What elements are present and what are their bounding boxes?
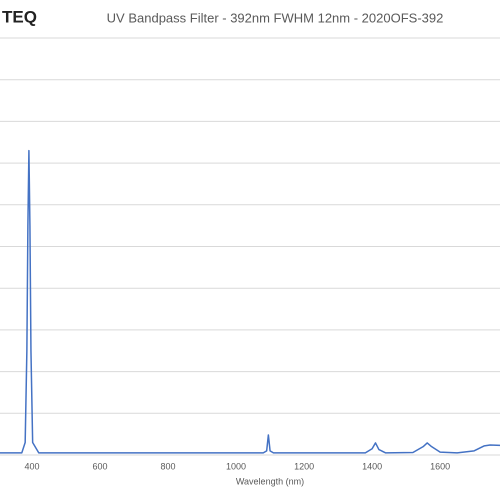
data-line: [0, 149, 500, 454]
x-tick-label: 1600: [430, 461, 450, 471]
logo: TEQ: [2, 7, 37, 26]
x-tick-label: 600: [92, 461, 107, 471]
x-axis-label: Wavelength (nm): [236, 476, 304, 486]
x-tick-label: 1000: [226, 461, 246, 471]
x-tick-label: 1400: [362, 461, 382, 471]
x-tick-label: 400: [24, 461, 39, 471]
chart-title: UV Bandpass Filter - 392nm FWHM 12nm - 2…: [107, 10, 444, 25]
x-tick-label: 1200: [294, 461, 314, 471]
x-tick-label: 800: [161, 461, 176, 471]
